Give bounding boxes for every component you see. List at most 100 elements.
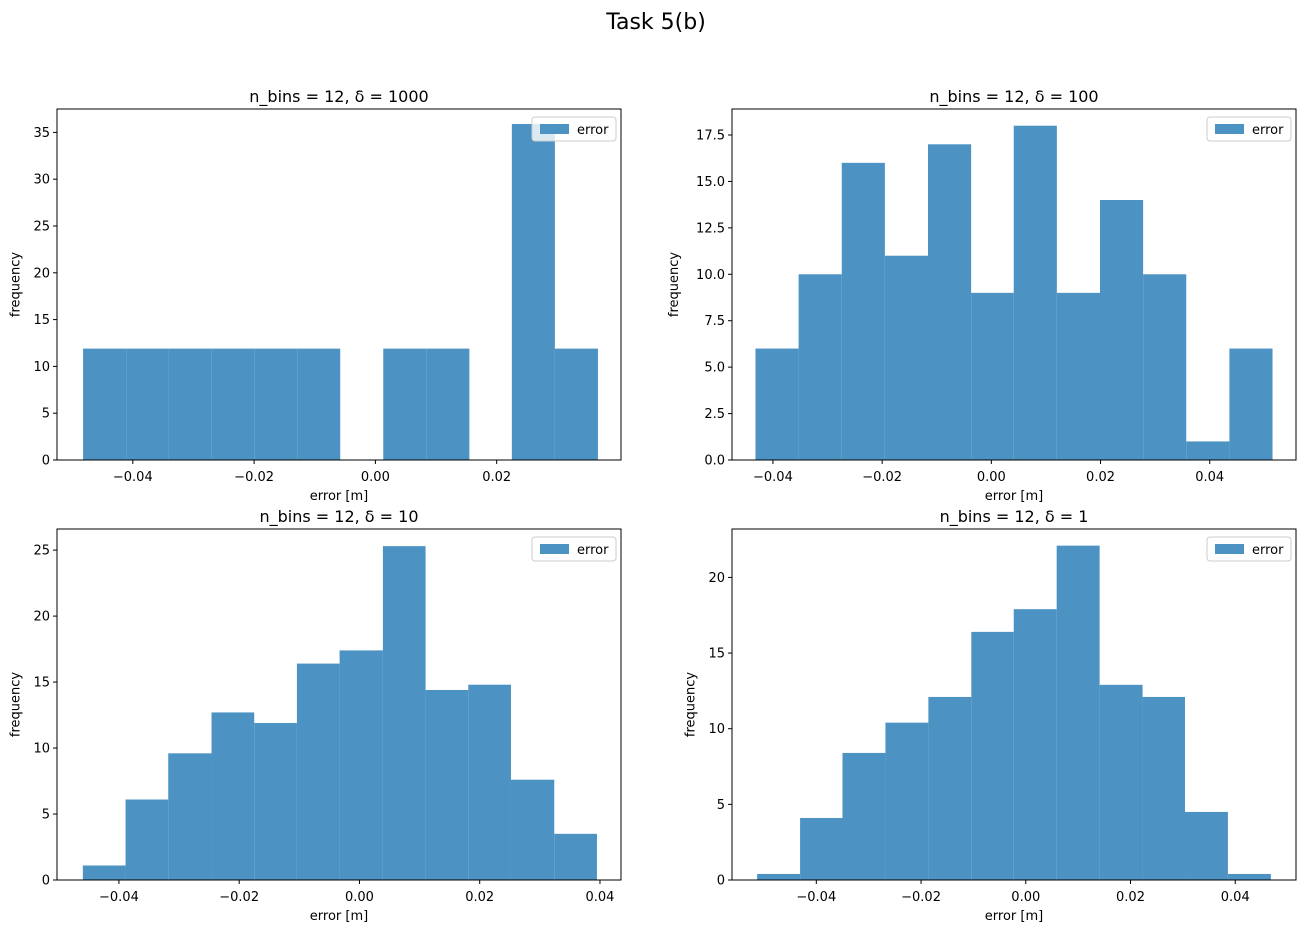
x-tick-label: 0.04 (585, 890, 614, 905)
y-axis-label: frequency (8, 672, 23, 738)
histogram-bar (554, 833, 597, 880)
y-tick-label: 0 (42, 874, 50, 889)
histogram-bar (211, 712, 255, 880)
legend-box (531, 116, 617, 142)
y-tick-label: 35 (33, 126, 50, 141)
y-tick-label: 2.5 (704, 407, 725, 422)
y-tick-label: 10 (708, 722, 725, 737)
x-tick-label: 0.02 (482, 470, 511, 485)
x-tick-label: −0.02 (862, 470, 902, 485)
legend-label: error (577, 543, 609, 558)
y-tick-label: 7.5 (704, 314, 725, 329)
x-tick-label: 0.02 (1116, 890, 1145, 905)
histogram-bar (168, 753, 212, 880)
histogram-bar (1013, 609, 1057, 880)
y-tick-label: 15 (33, 676, 50, 691)
panel-title: n_bins = 12, δ = 1 (940, 507, 1089, 527)
x-tick-label: −0.04 (753, 470, 793, 485)
x-axis-label: error [m] (310, 489, 368, 504)
axes-frame (731, 108, 1297, 461)
y-tick-label: 15.0 (696, 175, 725, 190)
y-tick-label: 0 (717, 874, 725, 889)
legend: error (531, 536, 617, 562)
histogram-bar (510, 779, 555, 880)
panel-delta-100: −0.04 −0.02 0.00 0.02 0.04 0.0 2.5 5.0 7.5 10.0 12… (667, 87, 1297, 504)
legend-swatch (1215, 124, 1244, 134)
histogram-bar (928, 144, 972, 461)
y-tick-label: 17.5 (696, 129, 725, 144)
y-tick-label: 30 (33, 173, 50, 188)
histogram-bar (425, 689, 469, 880)
y-axis-label: frequency (683, 672, 698, 738)
y-axis-label: frequency (667, 252, 682, 318)
y-tick-label: 20 (33, 266, 50, 281)
histogram-bar (339, 650, 383, 880)
y-tick-label: 15 (708, 647, 725, 662)
axes-frame (56, 108, 622, 461)
panel-delta-1: −0.04 −0.02 0.00 0.02 0.04 0 5 10 15 20 n_bins = 1… (683, 507, 1297, 924)
legend-label: error (1252, 543, 1284, 558)
legend-swatch (540, 124, 569, 134)
panel-title: n_bins = 12, δ = 1000 (249, 87, 428, 107)
x-axis-label: error [m] (985, 909, 1043, 924)
x-tick-label: 0.00 (345, 890, 374, 905)
legend-label: error (577, 123, 609, 138)
x-tick-label: 0.00 (977, 470, 1006, 485)
y-tick-label: 25 (33, 544, 50, 559)
histogram-bar (82, 865, 126, 880)
panel-delta-1000: −0.04 −0.02 0.00 0.02 0 5 10 15 20 25 30 35 n_bins =… (8, 87, 622, 504)
legend-box (1206, 116, 1292, 142)
y-tick-label: 5.0 (704, 361, 725, 376)
y-tick-label: 0 (42, 454, 50, 469)
x-tick-label: 0.00 (361, 470, 390, 485)
histogram-bar (1143, 274, 1187, 460)
histogram-bar (83, 348, 127, 460)
panel-title: n_bins = 12, δ = 100 (929, 87, 1098, 107)
histogram-bar (383, 348, 427, 460)
x-tick-label: −0.02 (234, 470, 274, 485)
histogram-bar (971, 292, 1014, 460)
panel-title: n_bins = 12, δ = 10 (259, 507, 418, 527)
x-tick-label: 0.00 (1011, 890, 1040, 905)
histogram-bar (126, 348, 169, 460)
x-tick-label: −0.04 (113, 470, 153, 485)
legend-box (1206, 536, 1292, 562)
histogram-bar (382, 546, 426, 880)
x-tick-label: −0.04 (796, 890, 836, 905)
axes-frame (56, 528, 622, 881)
histogram-bar (1142, 696, 1185, 880)
histogram-bar (297, 348, 341, 460)
legend-swatch (1215, 544, 1244, 554)
histogram-bar (842, 752, 886, 880)
figure-title: Task 5(b) (605, 10, 706, 35)
histogram-bar (885, 722, 929, 880)
histogram-bar (757, 873, 801, 880)
y-tick-label: 15 (33, 313, 50, 328)
histogram-bar (1186, 441, 1230, 460)
histogram-bar (928, 696, 972, 880)
x-tick-label: −0.04 (99, 890, 139, 905)
y-tick-label: 10.0 (696, 268, 725, 283)
histogram-bar (254, 722, 297, 880)
x-axis-label: error [m] (310, 909, 368, 924)
histogram-bar (168, 348, 212, 460)
histogram-bar (211, 348, 255, 460)
legend-box (531, 536, 617, 562)
histogram-bar (1056, 545, 1100, 880)
x-tick-label: −0.02 (901, 890, 941, 905)
y-tick-label: 12.5 (696, 221, 725, 236)
y-tick-label: 20 (708, 571, 725, 586)
y-tick-label: 5 (717, 798, 725, 813)
histogram-bar (1227, 873, 1271, 880)
histogram-bar (841, 162, 885, 460)
histogram-bar (426, 348, 470, 460)
histogram-bar (971, 631, 1014, 880)
histogram-bar (511, 123, 555, 460)
y-tick-label: 10 (33, 360, 50, 375)
y-tick-label: 20 (33, 610, 50, 625)
panel-delta-10: −0.04 −0.02 0.00 0.02 0.04 0 5 10 15 20 25 n_bins =… (8, 507, 622, 924)
x-tick-label: −0.02 (219, 890, 259, 905)
histogram-bar (468, 684, 511, 880)
x-tick-label: 0.02 (465, 890, 494, 905)
histogram-bar (554, 348, 598, 460)
